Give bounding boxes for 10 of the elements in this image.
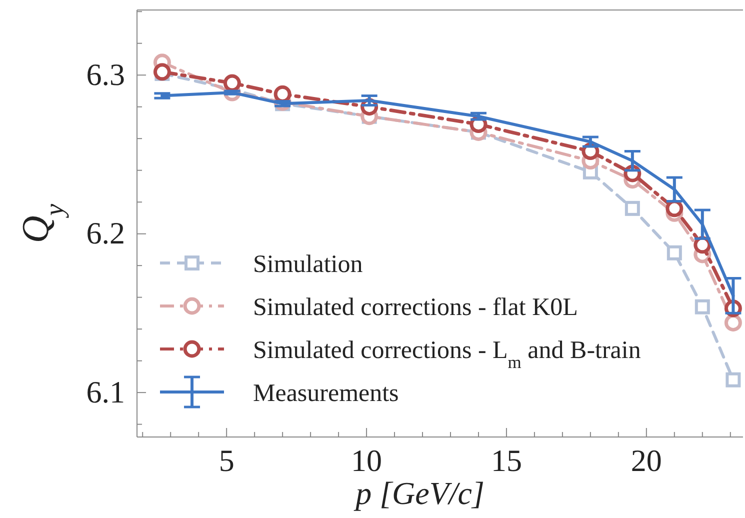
- legend-label: Measurements: [253, 380, 399, 407]
- y-tick-label: 6.2: [86, 216, 125, 251]
- y-tick-label: 6.3: [86, 57, 125, 92]
- y-tick-label: 6.1: [86, 374, 125, 410]
- legend-label: Simulated corrections - L$_{m}$ and B-train: [253, 337, 642, 372]
- x-tick-label: 15: [490, 443, 522, 478]
- legend-label: Simulation: [253, 251, 364, 278]
- legend-label: Simulated corrections - flat K0L: [253, 294, 578, 321]
- x-tick-label: 5: [218, 443, 234, 478]
- x-tick-label: 20: [630, 443, 662, 478]
